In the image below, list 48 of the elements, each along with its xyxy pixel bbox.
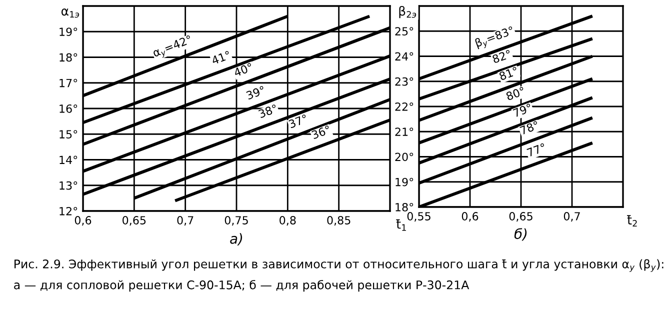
text: 39° bbox=[246, 86, 266, 100]
text: а) bbox=[230, 233, 242, 246]
text: 41° bbox=[211, 50, 231, 65]
text: α$_{у}$=42° bbox=[152, 34, 194, 60]
x-tick-label: 0,6 bbox=[74, 216, 92, 226]
text: 81° bbox=[498, 66, 518, 81]
y-tick-label: 18° bbox=[60, 53, 78, 62]
text: 78° bbox=[520, 120, 540, 135]
text: 37° bbox=[288, 114, 308, 128]
text: Рис. 2.9. Эффективный угол решетки в зависимости от относительного шага t̄ и угла установки α$_{у}$ (β$_{у}$): bbox=[14, 259, 664, 272]
y-tick-label: 21° bbox=[395, 128, 414, 136]
text: β$_{у}$=83° bbox=[474, 26, 516, 50]
y-tick-label: 18° bbox=[396, 202, 414, 212]
y-tick-label: 25° bbox=[395, 27, 414, 36]
x-tick-label: 0,65 bbox=[122, 216, 146, 226]
y-tick-label: 19° bbox=[60, 28, 78, 36]
text: 36° bbox=[311, 125, 331, 140]
y-tick-label: 15° bbox=[60, 130, 78, 139]
text: а — для сопловой решетки С-90-15А; б — для рабочей решетки Р-30-21А bbox=[14, 280, 470, 292]
y-tick-label: 14° bbox=[60, 156, 78, 164]
text: 77° bbox=[526, 142, 546, 157]
x-tick-label: 0,8 bbox=[280, 216, 296, 226]
text: б) bbox=[514, 228, 527, 241]
x-axis-title: t̄$_{1}$ bbox=[396, 219, 406, 231]
text: 80° bbox=[506, 86, 526, 101]
y-tick-label: 13° bbox=[60, 181, 78, 190]
y-tick-label: 12° bbox=[60, 206, 78, 216]
y-tick-label: 24° bbox=[395, 52, 414, 60]
text: 79° bbox=[512, 103, 532, 118]
y-tick-label: 22° bbox=[395, 102, 414, 111]
y-tick-label: 23° bbox=[395, 77, 414, 86]
x-tick-label: 0,75 bbox=[224, 216, 248, 226]
x-tick-label: 0,7 bbox=[564, 212, 580, 222]
x-tick-label: 0,6 bbox=[462, 212, 478, 222]
y-axis-title: α$_{1э}$ bbox=[61, 8, 80, 18]
x-tick-label: 0,55 bbox=[407, 212, 430, 222]
text: 38° bbox=[258, 104, 278, 118]
x-tick-label: 0,7 bbox=[177, 216, 194, 226]
text: 82° bbox=[492, 50, 512, 64]
x-tick-label: 0,65 bbox=[509, 212, 532, 222]
y-tick-label: 19° bbox=[396, 178, 414, 186]
y-tick-label: 17° bbox=[60, 78, 78, 88]
text: 40° bbox=[233, 62, 254, 77]
x-tick-label: 0,85 bbox=[327, 216, 350, 226]
y-tick-label: 16° bbox=[60, 104, 78, 113]
y-axis-title: β$_{2э}$ bbox=[399, 6, 416, 18]
y-tick-label: 20° bbox=[395, 152, 414, 162]
x-axis-title: t̄$_{2}$ bbox=[627, 215, 637, 227]
